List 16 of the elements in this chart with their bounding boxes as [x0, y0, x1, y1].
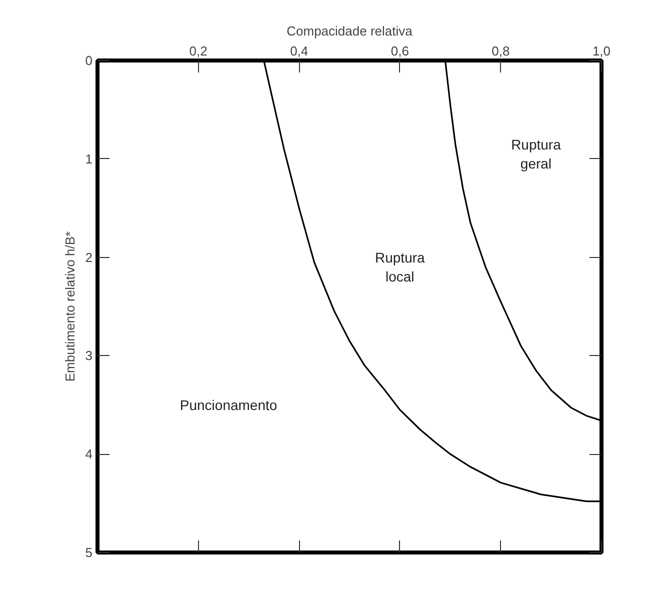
y-axis-title: Embutimento relativo h/B*	[62, 231, 78, 382]
y-tick-label: 1	[85, 151, 93, 166]
x-axis-title: Compacidade relativa	[286, 24, 414, 38]
y-tick-label: 4	[85, 446, 93, 462]
y-tick-label: 5	[85, 545, 93, 560]
x-tick-label: 0,2	[189, 44, 208, 58]
y-tick-label: 2	[85, 250, 93, 265]
y-tick-label: 0	[85, 53, 93, 68]
x-tick-label: 0,8	[492, 44, 510, 58]
x-tick-label: 1,0	[592, 44, 611, 58]
x-tick-label: 0,4	[290, 44, 308, 58]
annotation: Ruptura geral	[511, 136, 562, 172]
y-tick-label: 3	[85, 348, 93, 364]
x-tick-label: 0,6	[390, 44, 409, 58]
annotation: Ruptura local	[374, 250, 426, 285]
annotation: Puncionamento	[180, 396, 278, 413]
